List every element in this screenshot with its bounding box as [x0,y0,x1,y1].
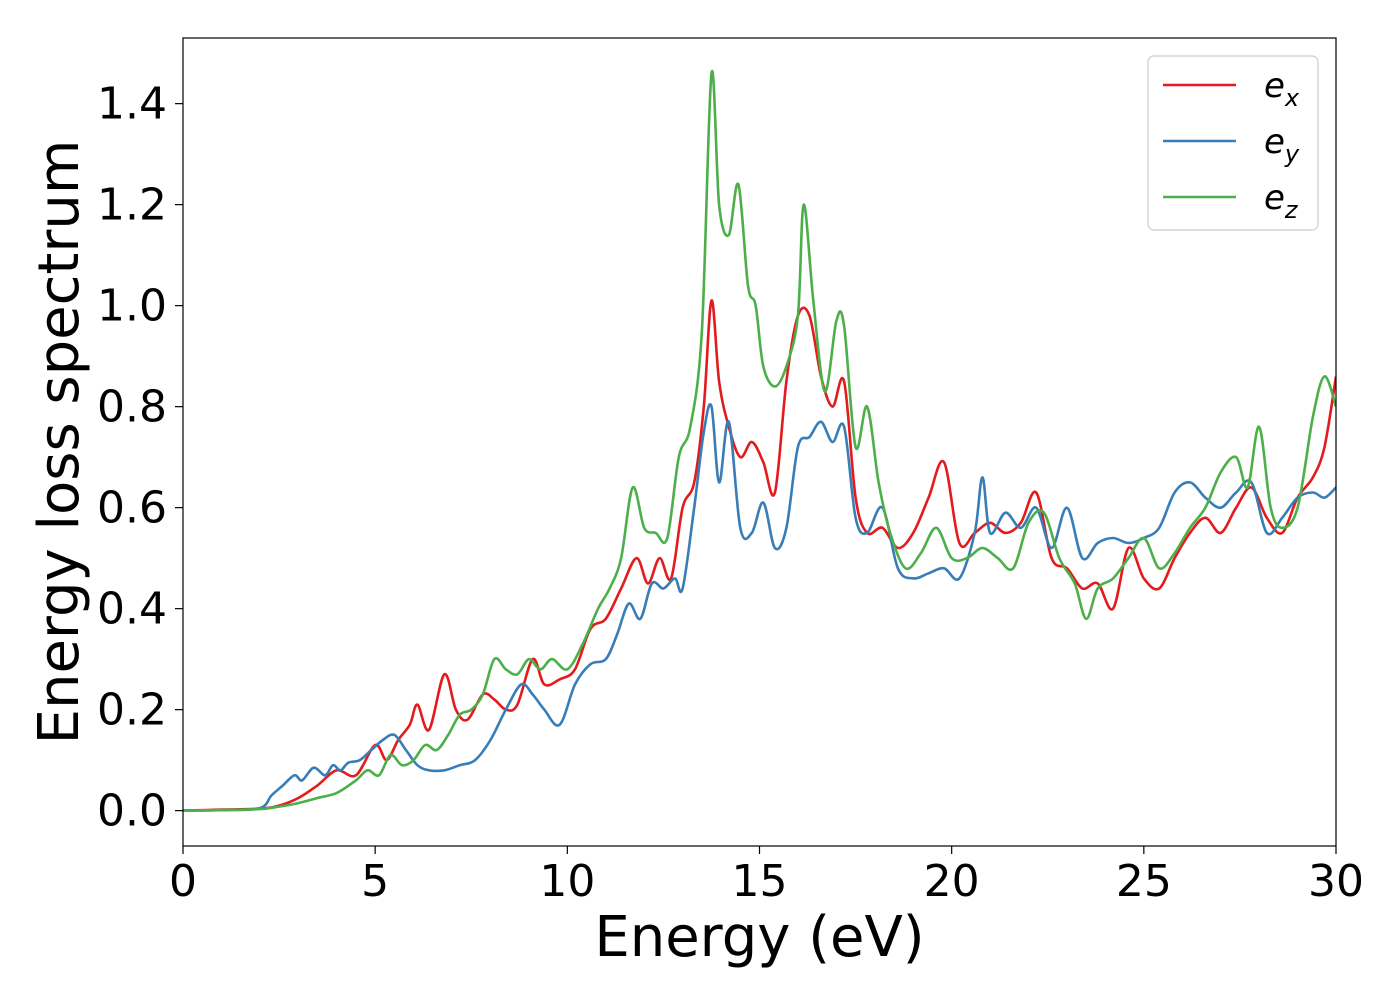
x-axis: 0 5 10 15 20 25 30 [169,846,1364,907]
legend-label-x: ex [1264,66,1300,112]
x-tick-label: 0 [169,856,197,907]
y-tick-label: 0.0 [97,786,167,837]
y-tick-label: 0.8 [97,382,167,433]
y-tick-label: 0.2 [97,685,167,736]
series-line-y [183,403,1336,812]
legend-label-y: ey [1264,122,1300,168]
y-tick-label: 0.6 [97,483,167,534]
x-tick-label: 25 [1116,856,1172,907]
y-tick-label: 1.4 [97,79,167,130]
legend-label-z: ez [1264,178,1299,224]
y-axis: 0.0 0.2 0.4 0.6 0.8 1.0 1.2 1.4 [97,79,183,837]
legend: ex ey ez [1147,55,1319,231]
x-tick-label: 10 [539,856,595,907]
series-line-z [183,69,1336,812]
x-tick-label: 15 [732,856,788,907]
series-layer [183,69,1336,812]
y-tick-label: 1.0 [97,281,167,332]
y-axis-title: Energy loss spectrum [27,140,92,745]
legend-box [1147,55,1319,231]
y-tick-label: 1.2 [97,180,167,231]
x-tick-label: 20 [924,856,980,907]
x-tick-label: 5 [361,856,389,907]
series-line-x [183,299,1336,812]
y-tick-label: 0.4 [97,584,167,635]
x-axis-title: Energy (eV) [594,905,924,970]
x-tick-label: 30 [1308,856,1364,907]
